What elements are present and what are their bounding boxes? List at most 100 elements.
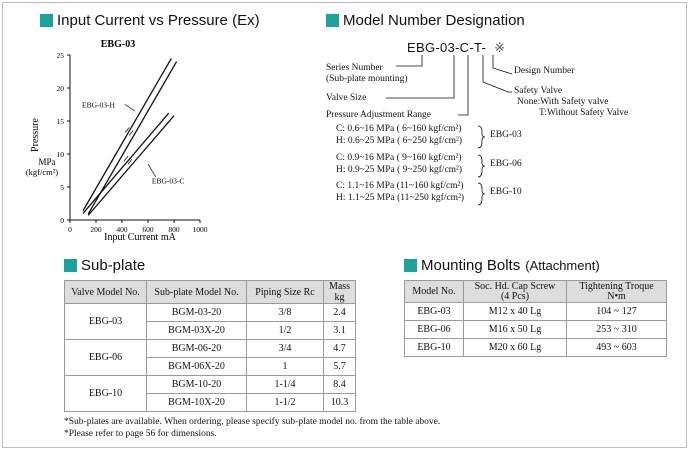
series-line-ebg-03-h-return (87, 61, 178, 215)
col-piping-size: Piping Size Rc (246, 280, 324, 304)
cap-screw-header-sub: (4 Pcs) (500, 290, 530, 302)
designation-section-title: Model Number Designation (326, 12, 525, 29)
series-line-ebg-03-c (82, 112, 170, 214)
y-tick-label: 15 (57, 117, 65, 126)
range-10-c: C: 1.1~16 MPa (11~160 kgf/cm²) (336, 181, 464, 191)
section-marker-icon (40, 14, 53, 27)
table-row: EBG-06 M16 x 50 Lg 253 ~ 310 (404, 320, 667, 339)
x-tick-label: 800 (168, 225, 180, 234)
piping-size-cell: 1/2 (246, 321, 324, 340)
range-06-c: C: 0.9~16 MPa ( 9~160 kgf/cm²) (336, 153, 462, 163)
section-marker-icon (64, 259, 77, 272)
series-label-leader (124, 104, 136, 112)
torque-header-unit: N•m (607, 290, 626, 302)
col-mass: Mass kg (323, 280, 356, 304)
range-03-model: EBG-03 (490, 130, 522, 140)
col-model-no: Model No. (404, 280, 464, 303)
model-code-mark: ※ (494, 40, 506, 55)
screw-cell: M12 x 40 Lg (463, 302, 567, 321)
page-frame (2, 2, 687, 448)
torque-cell: 493 ~ 603 (566, 338, 667, 357)
table-row: EBG-03 M12 x 40 Lg 104 ~ 127 (404, 302, 667, 321)
series-number-label: Series Number (326, 63, 383, 73)
x-axis-label: Input Current mA (104, 232, 176, 243)
series-number-sub: (Sub-plate mounting) (326, 74, 408, 84)
safety-none-option: None:With Safety valve (517, 97, 609, 107)
bolts-title-text: Mounting Bolts (421, 257, 521, 274)
cap-screw-header: Soc. Hd. Cap Screw (474, 280, 556, 292)
range-03-c: C: 0.6~16 MPa ( 6~160 kgf/cm²) (336, 124, 462, 134)
col-valve-model: Valve Model No. (64, 280, 147, 304)
y-tick-labels: 0 5 10 15 20 25 (57, 51, 70, 225)
x-tick-label: 400 (116, 225, 128, 234)
table-row: EBG-10 BGM-10-20 1-1/4 8.4 (64, 375, 356, 412)
mass-cell: 10.3 (323, 393, 356, 412)
model-cell: EBG-10 (404, 338, 464, 357)
x-tick-labels: 0 200 400 600 800 1000 (68, 220, 208, 234)
y-tick-label: 0 (60, 216, 64, 225)
screw-cell: M16 x 50 Lg (463, 320, 567, 339)
subplate-model-cell: BGM-10X-20 (146, 393, 247, 412)
note-subplate: *Sub-plates are available. When ordering… (64, 417, 441, 427)
torque-cell: 104 ~ 127 (566, 302, 667, 321)
y-tick-label: 20 (57, 84, 65, 93)
series-line-ebg-03-c-return (87, 115, 175, 216)
model-cell: EBG-06 (404, 320, 464, 339)
table-row: EBG-03 BGM-03-20 3/8 2.4 (64, 303, 356, 340)
pressure-chart: EBG-03 0 5 10 15 20 25 0 200 400 600 800 1000 EBG-… (26, 39, 208, 243)
valve-model-cell: EBG-06 (64, 339, 147, 376)
subplate-section-title: Sub-plate (64, 257, 145, 274)
safety-t-option: T:Without Safety Valve (539, 108, 629, 118)
piping-size-cell: 1 (246, 357, 324, 376)
x-tick-label: 200 (90, 225, 102, 234)
table-row: BGM-10X-20 1-1/2 10.3 (65, 393, 356, 412)
series-label-h: EBG-03-H (82, 101, 115, 110)
range-brackets (477, 125, 486, 206)
table-header-row: Valve Model No. Sub-plate Model No. Pipi… (64, 280, 356, 304)
hysteresis-arrow (123, 155, 133, 165)
table-row: EBG-06 BGM-06-20 3/4 4.7 (64, 339, 356, 376)
torque-header: Tightening Troque (579, 280, 654, 292)
bolts-section-title: Mounting Bolts (Attachment) (404, 257, 600, 274)
bolts-table: Model No. Soc. Hd. Cap Screw (4 Pcs) Tig… (404, 280, 667, 357)
bolts-title-suffix: (Attachment) (525, 258, 600, 273)
chart-title: EBG-03 (101, 39, 135, 50)
y-tick-label: 5 (60, 183, 64, 192)
piping-size-cell: 1-1/2 (246, 393, 324, 412)
valve-model-cell: EBG-03 (64, 303, 147, 340)
hysteresis-arrow (124, 127, 134, 136)
subplate-model-cell: BGM-06-20 (146, 339, 247, 358)
col-torque: Tightening Troque N•m (566, 280, 667, 303)
model-cell: EBG-03 (404, 302, 464, 321)
piping-size-cell: 3/4 (246, 339, 324, 358)
col-cap-screw: Soc. Hd. Cap Screw (4 Pcs) (463, 280, 567, 303)
pressure-range-label: Pressure Adjustment Range (326, 110, 432, 120)
mass-cell: 8.4 (323, 375, 356, 394)
subplate-model-cell: BGM-03X-20 (146, 321, 247, 340)
y-axis-unit: MPa (38, 157, 55, 167)
chart-axes (69, 55, 200, 221)
mass-cell: 5.7 (323, 357, 356, 376)
model-code-text: EBG-03-C-T- (407, 40, 487, 55)
range-03-h: H: 0.6~25 MPa ( 6~250 kgf/cm²) (336, 136, 463, 146)
subplate-title-text: Sub-plate (81, 257, 146, 274)
mass-cell: 2.4 (323, 303, 356, 322)
screw-cell: M20 x 60 Lg (463, 338, 567, 357)
table-header-row: Model No. Soc. Hd. Cap Screw (4 Pcs) Tig… (404, 280, 667, 303)
note-dimensions: *Please refer to page 56 for dimensions. (64, 429, 217, 439)
series-label-c: EBG-03-C (152, 176, 185, 185)
chart-series: EBG-03-H EBG-03-C (82, 57, 185, 216)
table-row: EBG-10 M20 x 60 Lg 493 ~ 603 (404, 338, 667, 357)
y-tick-label: 25 (57, 51, 65, 60)
range-10-h: H: 1.1~25 MPa (11~250 kgf/cm²) (336, 193, 465, 203)
x-tick-label: 0 (68, 225, 72, 234)
subplate-table: Valve Model No. Sub-plate Model No. Pipi… (64, 280, 356, 412)
range-06-model: EBG-06 (490, 159, 522, 169)
subplate-model-cell: BGM-03-20 (146, 303, 247, 322)
graph-section-title: Input Current vs Pressure (Ex) (40, 12, 260, 29)
torque-cell: 253 ~ 310 (566, 320, 667, 339)
designation-title-text: Model Number Designation (343, 12, 525, 29)
series-line-ebg-03-h (82, 57, 172, 212)
subplate-model-cell: BGM-06X-20 (146, 357, 247, 376)
x-tick-label: 600 (142, 225, 154, 234)
